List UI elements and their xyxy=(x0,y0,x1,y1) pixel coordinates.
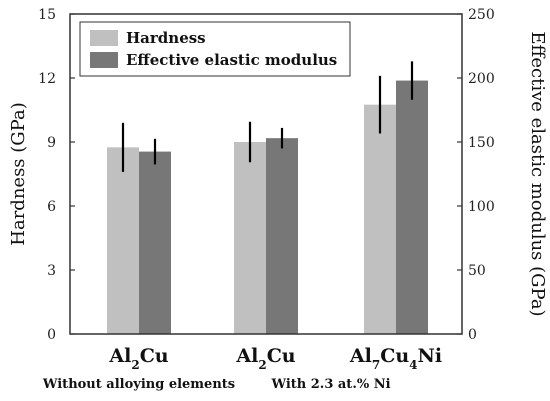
y2-tick-label: 250 xyxy=(468,7,495,23)
y-tick-label: 9 xyxy=(47,135,56,151)
bar-modulus-2 xyxy=(396,80,428,334)
y-tick-label: 15 xyxy=(38,7,56,23)
y2-tick-label: 200 xyxy=(468,71,495,87)
y-tick-label: 0 xyxy=(47,327,56,343)
y-axis-title: Hardness (GPa) xyxy=(8,102,29,245)
bar-hardness-2 xyxy=(364,104,396,335)
group-label-1: With 2.3 at.% Ni xyxy=(270,377,390,392)
plot-frame xyxy=(69,13,463,335)
bar-hardness-0 xyxy=(107,147,139,334)
y2-axis-title: Effective elastic modulus (GPa) xyxy=(527,31,548,316)
bar-modulus-1 xyxy=(266,138,298,334)
y-tick-label: 12 xyxy=(38,71,56,87)
y2-tick-label: 50 xyxy=(468,263,486,279)
legend-swatch-1 xyxy=(90,52,118,68)
legend-swatch-0 xyxy=(90,30,118,46)
category-label-1: Al2Cu xyxy=(235,345,295,372)
legend-box xyxy=(79,21,351,77)
legend-label-1: Effective elastic modulus xyxy=(126,51,337,69)
y2-tick-label: 100 xyxy=(468,199,495,215)
group-label-0: Without alloying elements xyxy=(42,377,235,392)
bar-hardness-1 xyxy=(234,142,266,334)
y-tick-label: 3 xyxy=(47,263,56,279)
category-label-2: Al7Cu4Ni xyxy=(349,345,442,372)
y-tick-label: 6 xyxy=(47,199,56,215)
y2-tick-label: 150 xyxy=(468,135,495,151)
legend: Hardness Effective elastic modulus xyxy=(79,21,351,77)
legend-label-0: Hardness xyxy=(126,29,206,47)
bar-modulus-0 xyxy=(139,151,171,334)
y2-tick-label: 0 xyxy=(468,327,477,343)
category-label-0: Al2Cu xyxy=(108,345,168,372)
